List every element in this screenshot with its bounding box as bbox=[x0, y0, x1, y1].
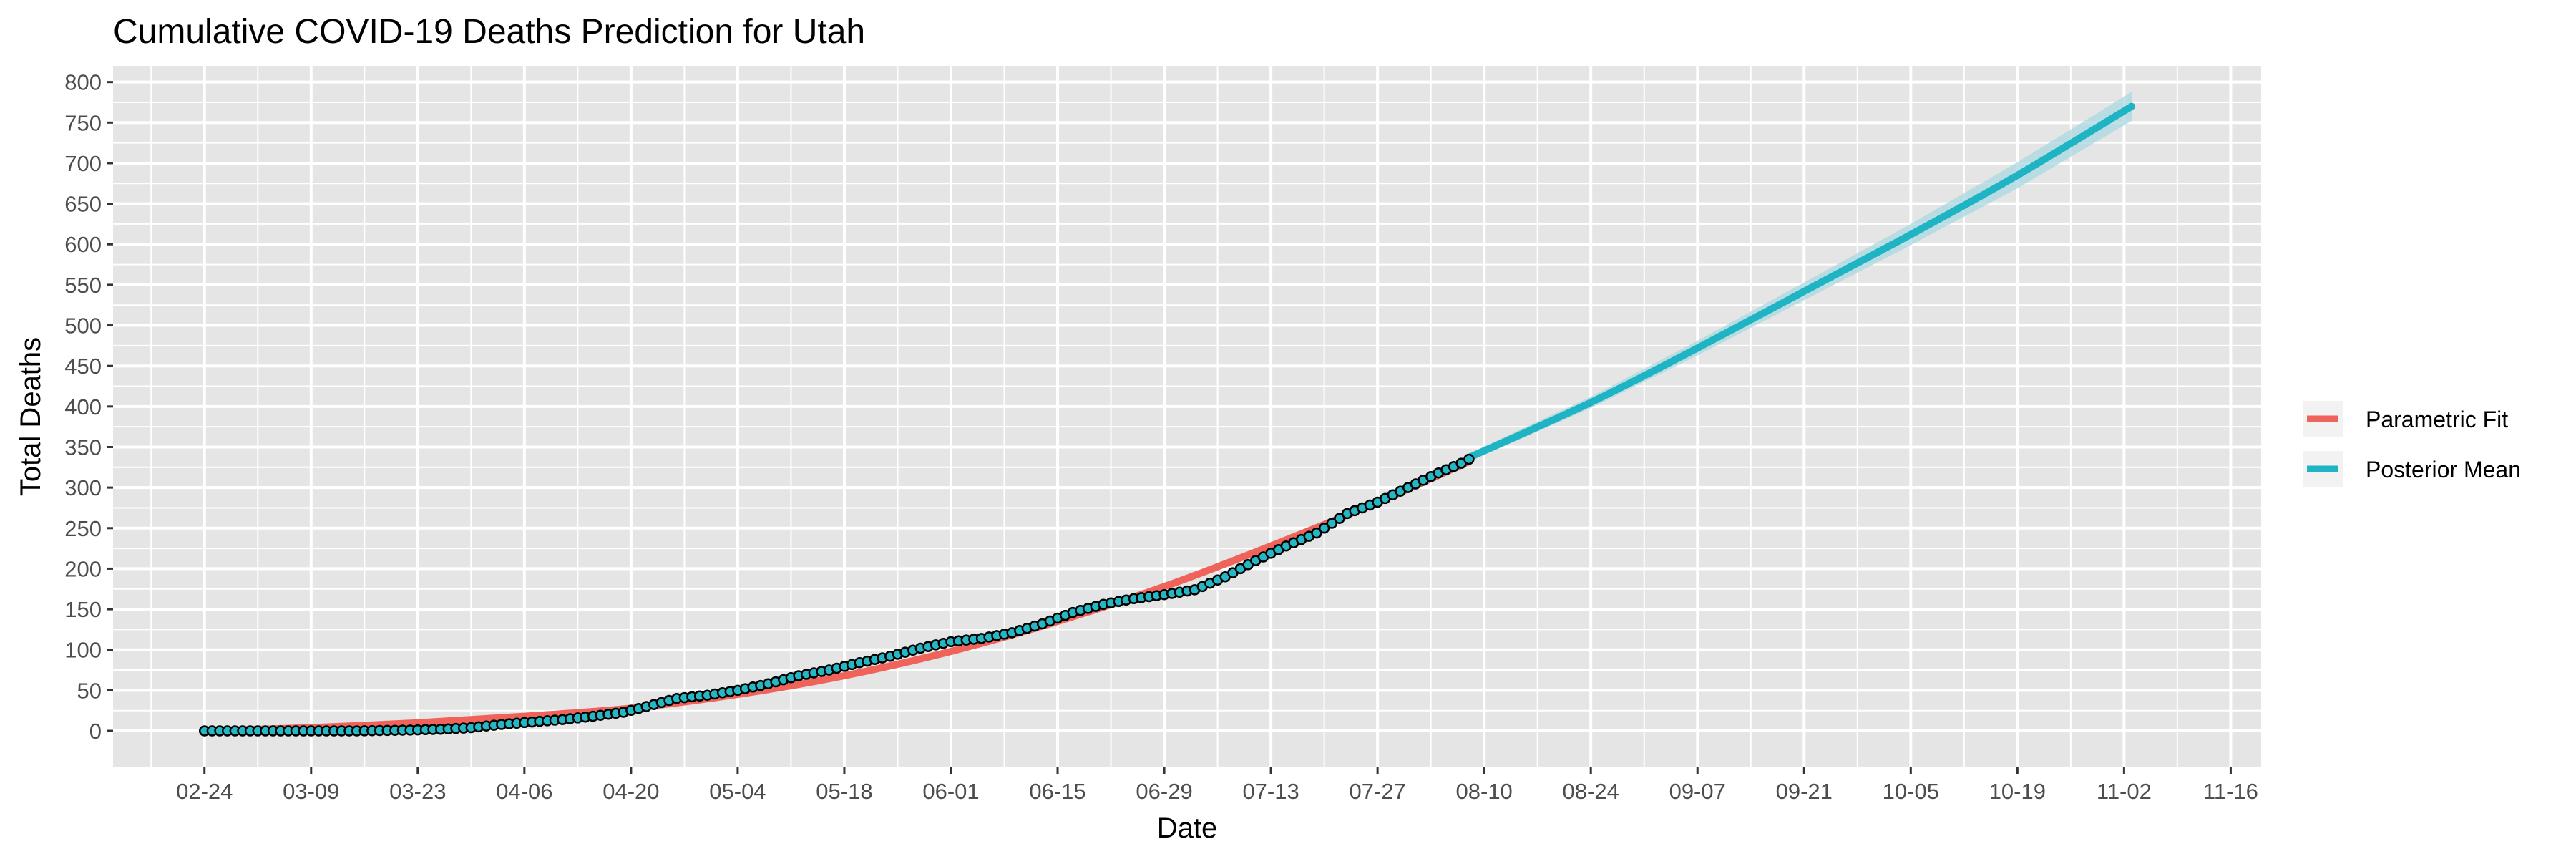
y-tick-label: 200 bbox=[64, 556, 102, 581]
x-tick-label: 09-07 bbox=[1669, 779, 1726, 804]
chart-title: Cumulative COVID-19 Deaths Prediction fo… bbox=[113, 13, 865, 51]
observed-point bbox=[1318, 523, 1330, 534]
y-tick-label: 800 bbox=[64, 70, 102, 95]
x-tick-label: 06-15 bbox=[1029, 779, 1085, 804]
y-tick-label: 350 bbox=[64, 435, 102, 460]
x-tick-label: 02-24 bbox=[176, 779, 233, 804]
y-tick-label: 600 bbox=[64, 232, 102, 257]
x-axis-title: Date bbox=[1157, 812, 1218, 844]
y-tick-label: 250 bbox=[64, 516, 102, 541]
y-axis-title: Total Deaths bbox=[15, 337, 47, 496]
observed-points bbox=[198, 453, 1475, 737]
x-tick-label: 04-06 bbox=[496, 779, 552, 804]
parametric-fit-line bbox=[200, 457, 1473, 734]
x-tick-label: 03-23 bbox=[389, 779, 446, 804]
observed-point bbox=[1311, 527, 1322, 539]
y-tick-label: 650 bbox=[64, 192, 102, 217]
x-tick-label: 06-29 bbox=[1136, 779, 1192, 804]
legend: Parametric Fit Posterior Mean bbox=[2303, 401, 2521, 487]
y-tick-label: 500 bbox=[64, 314, 102, 339]
x-tick-label: 08-10 bbox=[1456, 779, 1513, 804]
y-tick-label: 750 bbox=[64, 110, 102, 135]
observed-point bbox=[1463, 453, 1475, 465]
observed-point bbox=[1334, 513, 1345, 524]
x-tick-label: 05-04 bbox=[709, 779, 766, 804]
major-gridlines bbox=[113, 66, 2261, 767]
x-tick-label: 03-09 bbox=[283, 779, 339, 804]
x-tick-label: 07-13 bbox=[1242, 779, 1299, 804]
y-tick-label: 550 bbox=[64, 273, 102, 298]
x-tick-label: 05-18 bbox=[816, 779, 872, 804]
x-tick-label: 04-20 bbox=[602, 779, 659, 804]
x-tick-label: 10-05 bbox=[1883, 779, 1939, 804]
legend-label-posterior: Posterior Mean bbox=[2366, 457, 2521, 482]
x-tick-label: 09-21 bbox=[1776, 779, 1833, 804]
posterior-mean-line bbox=[1465, 102, 2135, 462]
x-tick-label: 08-24 bbox=[1563, 779, 1619, 804]
x-tick-label: 07-27 bbox=[1349, 779, 1405, 804]
y-tick-label: 150 bbox=[64, 597, 102, 622]
legend-label-parametric: Parametric Fit bbox=[2366, 407, 2508, 432]
x-tick-label: 11-16 bbox=[2203, 779, 2258, 804]
y-tick-label: 100 bbox=[64, 638, 102, 663]
y-tick-label: 700 bbox=[64, 151, 102, 176]
y-tick-label: 50 bbox=[77, 678, 102, 703]
series-layer bbox=[200, 92, 2135, 734]
y-tick-label: 450 bbox=[64, 354, 102, 379]
x-axis: 02-24 03-09 03-23 04-06 04-20 05-04 05-18 06-01… bbox=[176, 767, 2258, 804]
y-tick-label: 0 bbox=[89, 719, 102, 744]
x-tick-label: 11-02 bbox=[2097, 779, 2152, 804]
x-tick-label: 10-19 bbox=[1989, 779, 2046, 804]
observed-point bbox=[1326, 518, 1338, 529]
plot-panel bbox=[113, 66, 2261, 767]
y-axis: 0 50 100 150 200 250 300 350 400 450 500 550 600 650 7… bbox=[64, 70, 113, 744]
y-tick-label: 300 bbox=[64, 475, 102, 500]
y-tick-label: 400 bbox=[64, 394, 102, 419]
x-tick-label: 06-01 bbox=[922, 779, 979, 804]
